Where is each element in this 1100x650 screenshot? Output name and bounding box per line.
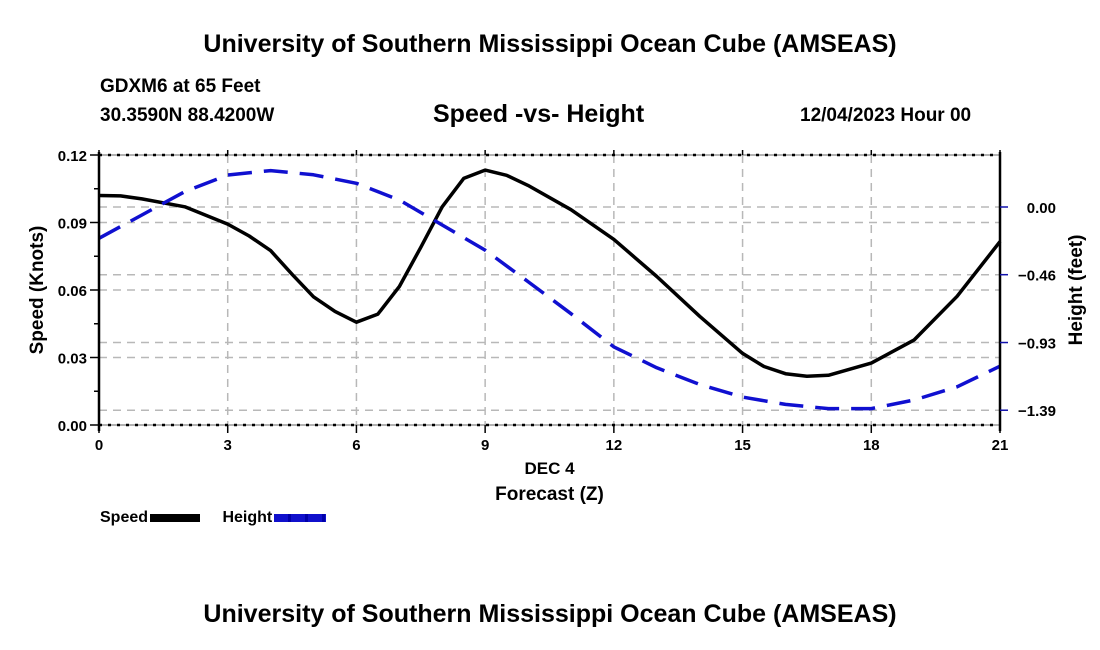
y-tick-label: 0.06 [58,283,87,300]
y2-tick-label: −0.93 [1018,336,1056,353]
y-tick-label: 0.09 [58,216,87,233]
x-axis-date-label: DEC 4 [524,459,575,478]
page-title: University of Southern Mississippi Ocean… [203,30,897,58]
series-layer [98,168,1002,411]
y-axis-label: Speed (Knots) [27,226,48,355]
x-tick-label: 12 [606,437,623,454]
x-tick-label: 3 [224,437,232,454]
y2-axis-label: Height (feet) [1066,235,1087,346]
y2-tick-label: −0.46 [1018,268,1056,285]
x-axis-label: Forecast (Z) [495,484,604,505]
y-tick-label: 0.00 [58,418,87,435]
series-line-speed [98,168,1002,378]
axis-labels: Speed (Knots) Height (feet) DEC 4 Foreca… [27,226,1087,505]
x-tick-label: 21 [992,437,1009,454]
forecast-datetime: 12/04/2023 Hour 00 [800,105,972,126]
y2-tick-label: 0.00 [1027,200,1056,217]
chart-title: Speed -vs- Height [433,100,645,128]
x-tick-label: 15 [734,437,751,454]
coordinates-label: 30.3590N 88.4200W [100,105,275,126]
grid [99,155,1000,425]
y2-tick-label: −1.39 [1018,403,1056,420]
footer-title: University of Southern Mississippi Ocean… [203,600,897,628]
legend-speed-label: Speed [100,509,149,526]
station-label: GDXM6 at 65 Feet [100,76,261,97]
y-tick-label: 0.12 [58,148,87,165]
x-tick-label: 6 [352,437,360,454]
x-tick-label: 18 [863,437,880,454]
legend-height-label: Height [222,509,273,526]
legend-item-speed: Speed [100,509,201,527]
legend: Speed Height [100,509,344,527]
legend-height-swatch [274,514,327,522]
axes: 0.00 0.03 0.06 0.09 0.12 0.00 −0.46 −0.93 −1.39 0… [58,148,1056,454]
x-tick-label: 9 [481,437,489,454]
series-line-height [98,168,1001,411]
x-tick-label: 0 [95,437,103,454]
y-tick-label: 0.03 [58,351,87,368]
legend-item-height: Height [222,509,327,527]
legend-speed-swatch [150,514,201,522]
